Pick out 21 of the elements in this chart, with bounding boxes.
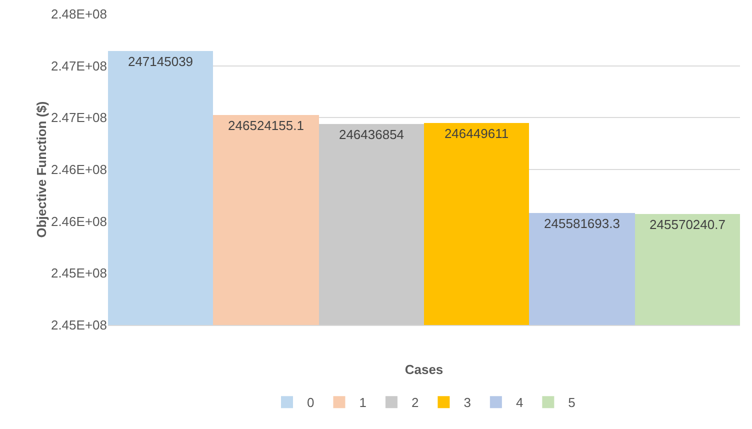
data-label: 246524155.1	[228, 118, 304, 133]
y-tick-label: 2.46E+08	[50, 162, 107, 178]
y-tick-label: 2.45E+08	[50, 266, 107, 281]
data-label: 247145039	[128, 54, 194, 69]
legend-label: 4	[516, 395, 524, 410]
y-tick-label: 2.48E+08	[50, 6, 107, 22]
y-tick-label: 2.45E+08	[50, 318, 107, 333]
legend-label: 1	[359, 395, 366, 410]
legend-label: 5	[568, 395, 576, 410]
data-label: 245581693.3	[544, 216, 620, 231]
y-axis-title: Objective Function ($)	[34, 101, 49, 238]
legend-label: 3	[464, 395, 471, 410]
data-label: 246449611	[444, 126, 509, 141]
legend-label: 2	[411, 395, 419, 410]
data-label: 245570240.7	[650, 217, 726, 232]
y-tick-label: 2.46E+08	[50, 214, 107, 229]
y-tick-label: 2.47E+08	[50, 110, 107, 126]
y-tick-label: 2.47E+08	[50, 58, 107, 74]
data-label: 246436854	[338, 127, 404, 142]
x-axis-title: Cases	[404, 362, 444, 377]
legend-label: 0	[307, 395, 314, 410]
